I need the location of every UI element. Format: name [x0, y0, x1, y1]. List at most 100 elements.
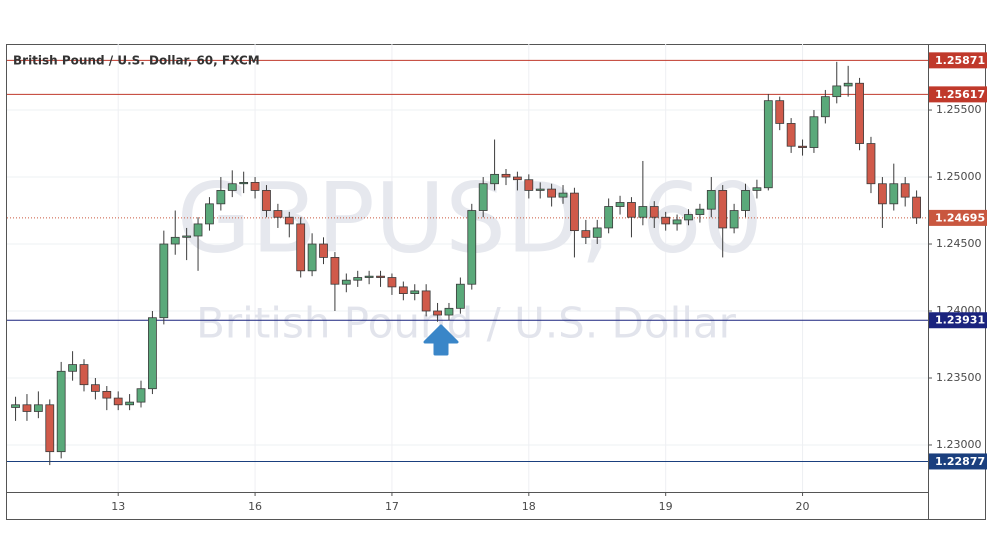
- x-tick-label: 19: [659, 500, 673, 513]
- frame: [6, 44, 986, 520]
- candle-body: [170, 236, 180, 245]
- price-level-label: 1.25871: [935, 54, 985, 67]
- candle-body: [376, 275, 385, 278]
- candle-body: [877, 183, 887, 205]
- y-tick-label: 1.25000: [936, 170, 982, 183]
- candle-body: [91, 384, 100, 392]
- x-tick-label: 13: [111, 500, 125, 513]
- candle-body: [695, 208, 705, 215]
- candle-body: [182, 235, 192, 238]
- y-tick-label: 1.23500: [936, 371, 982, 384]
- candle-body: [752, 187, 762, 191]
- candle-body: [866, 143, 876, 185]
- x-tick-label: 16: [248, 500, 262, 513]
- candle-body: [433, 310, 442, 316]
- price-level-badge: [929, 86, 987, 103]
- x-tick-label: 18: [522, 500, 536, 513]
- candle-body: [604, 206, 614, 229]
- candle-body: [421, 290, 431, 312]
- candle-body: [79, 364, 89, 386]
- candle-body: [798, 145, 807, 148]
- candle-body: [113, 397, 123, 406]
- candle-body: [900, 183, 910, 198]
- price-level-badge: [929, 209, 987, 226]
- candle-body: [706, 190, 716, 210]
- candle-body: [455, 283, 465, 309]
- candle-body: [912, 196, 921, 219]
- candle-body: [11, 404, 20, 408]
- candle-body: [547, 188, 557, 198]
- candle-body: [490, 173, 499, 185]
- candles-layer: [11, 61, 921, 466]
- x-tick-label: 20: [796, 500, 810, 513]
- candle-body: [296, 223, 306, 272]
- candle-body: [387, 277, 397, 288]
- candle-body: [444, 307, 454, 316]
- price-level-label: 1.24695: [935, 211, 985, 224]
- watermark-subtitle: British Pound / U.S. Dollar: [196, 299, 737, 348]
- price-level-badge: [929, 52, 987, 69]
- y-tick-label: 1.24500: [936, 237, 982, 250]
- candle-body: [227, 183, 237, 191]
- price-level-label: 1.25617: [935, 88, 985, 101]
- candle-body: [68, 364, 77, 372]
- up-arrow-icon: [423, 324, 459, 356]
- candle-body: [524, 179, 534, 191]
- candle-body: [136, 388, 146, 403]
- candle-body: [45, 404, 55, 453]
- candle-body: [729, 210, 739, 229]
- candle-body: [843, 82, 853, 87]
- candle-body: [205, 203, 214, 225]
- candle-body: [250, 181, 260, 191]
- candle-body: [718, 190, 728, 229]
- candle-body: [855, 82, 864, 144]
- chart-title: British Pound / U.S. Dollar, 60, FXCM: [13, 54, 260, 68]
- candle-body: [273, 210, 283, 218]
- candle-body: [22, 404, 32, 412]
- candle-body: [638, 206, 648, 218]
- candle-body: [832, 85, 842, 98]
- candle-body: [159, 243, 169, 319]
- candle-body: [353, 277, 363, 281]
- candle-body: [809, 116, 819, 148]
- candle-body: [410, 290, 420, 294]
- candle-body: [820, 96, 830, 118]
- candle-body: [786, 123, 796, 147]
- y-tick-label: 1.25500: [936, 103, 982, 116]
- candle-body: [262, 190, 271, 211]
- candle-body: [513, 176, 522, 181]
- candle-body: [592, 227, 602, 238]
- candle-body: [239, 181, 249, 185]
- candle-body: [148, 317, 157, 390]
- price-level-badge: [929, 312, 987, 329]
- price-level-label: 1.23931: [935, 314, 985, 327]
- x-tick-label: 17: [385, 500, 399, 513]
- candle-body: [649, 206, 659, 218]
- candle-body: [216, 190, 226, 205]
- candle-body: [661, 216, 671, 225]
- candle-body: [627, 202, 636, 218]
- candle-body: [125, 401, 135, 406]
- levels-layer: [7, 59, 928, 462]
- candle-body: [307, 243, 317, 272]
- candle-body: [330, 257, 340, 285]
- candle-body: [763, 100, 773, 189]
- candle-body: [56, 370, 66, 453]
- candle-body: [364, 275, 374, 278]
- candle-body: [775, 100, 785, 124]
- candle-body: [467, 210, 477, 285]
- candle-body: [615, 202, 625, 207]
- candle-body: [478, 183, 488, 211]
- candle-body: [581, 230, 591, 238]
- y-tick-label: 1.23000: [936, 438, 982, 451]
- candle-body: [193, 223, 203, 237]
- candle-body: [319, 243, 328, 258]
- candle-body: [501, 173, 511, 178]
- candle-body: [33, 404, 43, 412]
- price-level-label: 1.22877: [935, 455, 985, 468]
- labels-layer: 1.230001.235001.240001.245001.250001.255…: [111, 52, 987, 513]
- candle-body: [341, 279, 351, 285]
- candle-body: [684, 214, 693, 221]
